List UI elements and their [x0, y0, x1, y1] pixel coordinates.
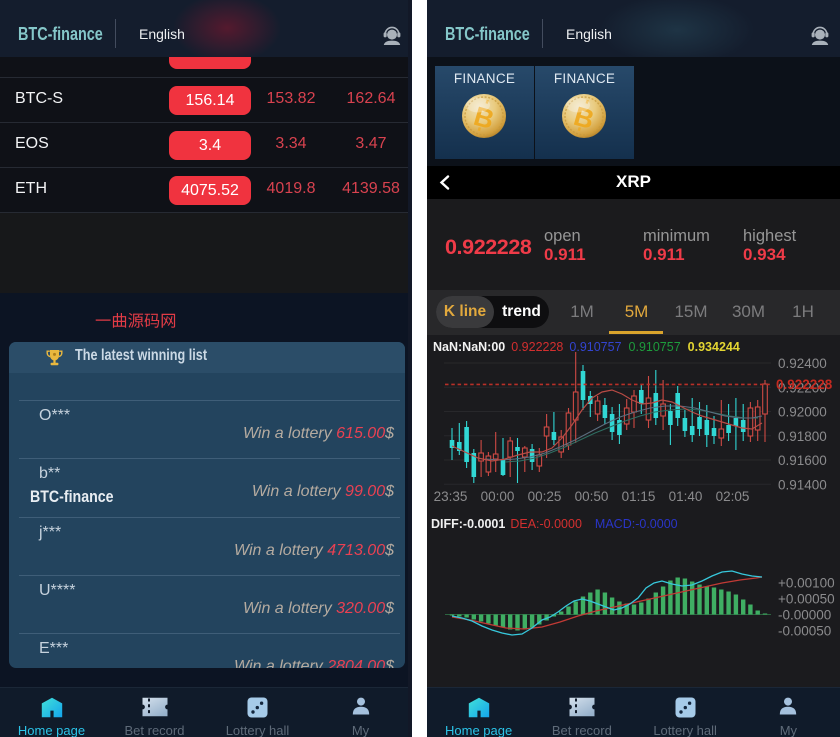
svg-text:01:40: 01:40 [669, 489, 703, 504]
svg-text:-0.00000: -0.00000 [778, 608, 831, 623]
svg-text:0.91400: 0.91400 [778, 477, 827, 492]
svg-text:0.92000: 0.92000 [778, 405, 827, 420]
svg-text:00:50: 00:50 [575, 489, 609, 504]
svg-text:00:00: 00:00 [481, 489, 515, 504]
svg-text:23:35: 23:35 [434, 489, 468, 504]
svg-text:0.91600: 0.91600 [778, 453, 827, 468]
svg-text:02:05: 02:05 [716, 489, 750, 504]
svg-text:01:15: 01:15 [622, 489, 656, 504]
svg-text:00:25: 00:25 [528, 489, 562, 504]
svg-text:0.92200: 0.92200 [778, 380, 827, 395]
svg-text:+0.00100: +0.00100 [778, 576, 835, 591]
svg-text:+0.00050: +0.00050 [778, 592, 835, 607]
svg-text:0.922228: 0.922228 [776, 377, 833, 392]
svg-text:0.91800: 0.91800 [778, 429, 827, 444]
svg-text:-0.00050: -0.00050 [778, 624, 831, 639]
svg-text:0.92400: 0.92400 [778, 356, 827, 371]
